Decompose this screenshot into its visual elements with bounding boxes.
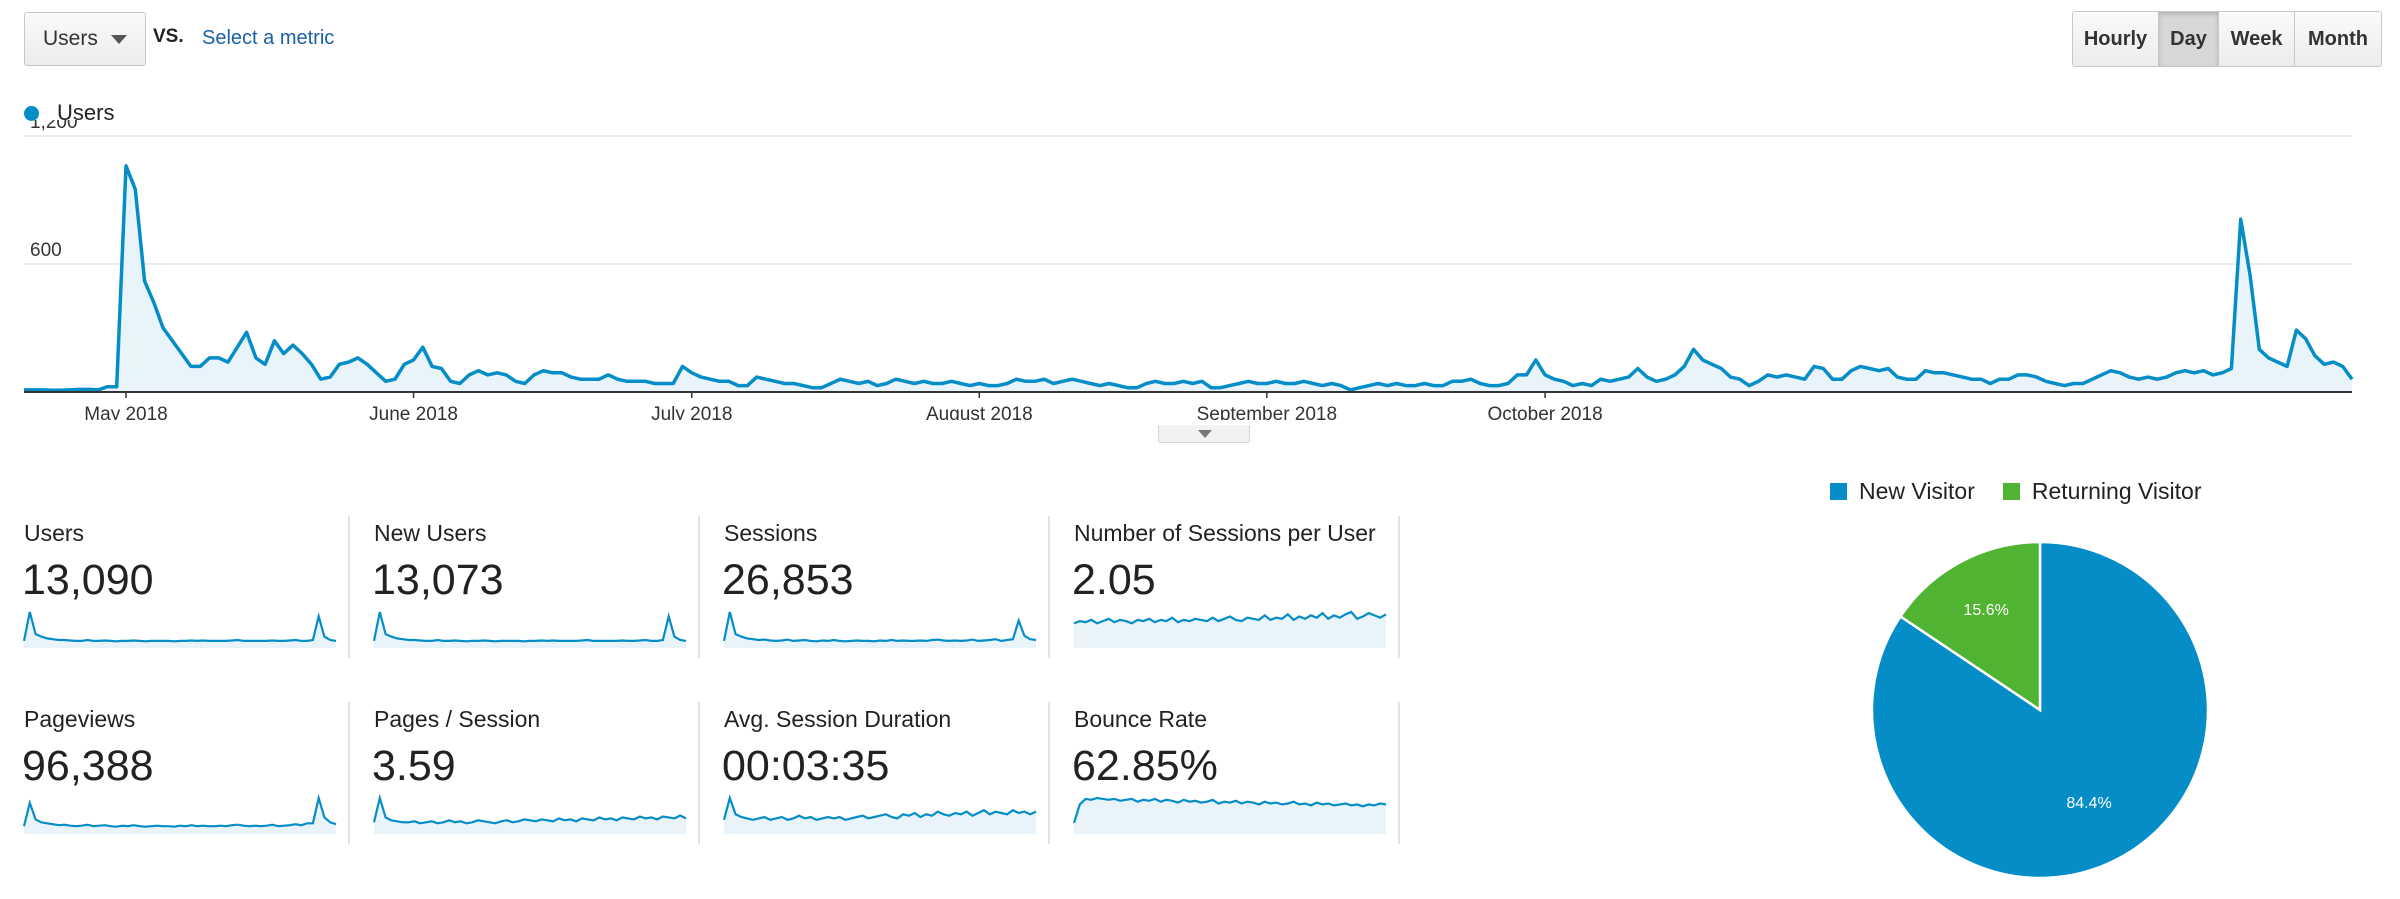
sparkline-line bbox=[22, 794, 337, 828]
divider bbox=[348, 516, 350, 658]
caret-down-icon bbox=[1198, 430, 1212, 438]
pie-legend-label: Returning Visitor bbox=[2031, 478, 2202, 504]
x-tick-label: October 2018 bbox=[1488, 404, 1603, 420]
scorecard-label: Bounce Rate bbox=[1074, 706, 1207, 732]
users-series-line bbox=[24, 164, 2354, 393]
sparkline bbox=[372, 611, 687, 648]
visitor-type-pie-chart: 84.4% 15.6% bbox=[1870, 540, 2210, 880]
time-granularity-group: Hourly Day Week Month bbox=[2072, 11, 2382, 67]
chart-expand-handle[interactable] bbox=[1158, 425, 1250, 443]
sparkline bbox=[22, 794, 337, 834]
pie-slice-returning-visitor[interactable] bbox=[1898, 540, 2042, 713]
sparkline-area bbox=[1074, 798, 1386, 834]
select-metric-link[interactable]: Select a metric bbox=[202, 27, 335, 49]
scorecard-new-users[interactable]: New Users 13,073 bbox=[350, 516, 700, 658]
scorecard-users[interactable]: Users 13,090 bbox=[0, 516, 350, 658]
sparkline bbox=[722, 611, 1037, 648]
y-tick-label: 600 bbox=[30, 240, 62, 261]
day-button[interactable]: Day bbox=[2159, 12, 2219, 66]
scorecard-label: New Users bbox=[374, 520, 487, 546]
scorecard-value: 26,853 bbox=[722, 556, 854, 604]
users-series-dot-icon bbox=[24, 105, 39, 121]
x-tick-label: June 2018 bbox=[369, 404, 458, 420]
scorecard-value: 13,073 bbox=[372, 556, 504, 604]
sparkline-line bbox=[372, 611, 687, 643]
scorecard-pages-per-session[interactable]: Pages / Session 3.59 bbox=[350, 702, 700, 844]
metric-dropdown-label: Users bbox=[43, 27, 98, 50]
sparkline-line bbox=[1073, 610, 1387, 625]
divider bbox=[698, 702, 700, 844]
sparkline-line bbox=[722, 611, 1037, 643]
scorecard-value: 13,090 bbox=[22, 556, 154, 604]
scorecard-value: 2.05 bbox=[1072, 556, 1156, 604]
divider bbox=[348, 702, 350, 844]
sparkline-area bbox=[24, 798, 336, 834]
sparkline bbox=[372, 794, 687, 834]
sparkline-line bbox=[1072, 796, 1387, 824]
pie-legend-label: New Visitor bbox=[1859, 478, 1975, 504]
hourly-button[interactable]: Hourly bbox=[2073, 12, 2159, 66]
scorecard-avg-session-duration[interactable]: Avg. Session Duration 00:03:35 bbox=[700, 702, 1050, 844]
sparkline-area bbox=[24, 612, 336, 648]
sparkline bbox=[722, 794, 1037, 834]
month-button[interactable]: Month bbox=[2295, 12, 2381, 66]
pie-slice-label: 84.4% bbox=[2066, 795, 2111, 812]
scorecard-value: 00:03:35 bbox=[722, 742, 890, 790]
pie-legend-new-visitor[interactable]: New Visitor bbox=[1830, 478, 1975, 505]
sparkline-line bbox=[722, 794, 1037, 821]
sparkline-area bbox=[374, 798, 686, 834]
week-button[interactable]: Week bbox=[2219, 12, 2295, 66]
pie-slice-label: 15.6% bbox=[1964, 602, 2009, 619]
divider bbox=[1048, 516, 1050, 658]
x-tick-label: August 2018 bbox=[926, 404, 1033, 420]
scorecard-label: Avg. Session Duration bbox=[724, 706, 952, 732]
scorecard-sessions-per-user[interactable]: Number of Sessions per User 2.05 bbox=[1050, 516, 1400, 658]
sparkline bbox=[1072, 796, 1387, 834]
sparkline-area bbox=[374, 612, 686, 648]
scorecard-label: Sessions bbox=[724, 520, 818, 546]
divider bbox=[698, 516, 700, 658]
y-tick-label: 1,200 bbox=[30, 120, 78, 133]
divider bbox=[1398, 516, 1400, 658]
metric-dropdown[interactable]: Users bbox=[24, 12, 146, 66]
scorecard-value: 3.59 bbox=[372, 742, 456, 790]
scorecard-value: 62.85% bbox=[1072, 742, 1218, 790]
chevron-down-icon bbox=[111, 35, 127, 44]
divider bbox=[1398, 702, 1400, 844]
sparkline-line bbox=[372, 794, 687, 825]
pie-legend: New Visitor Returning Visitor bbox=[1830, 478, 2230, 505]
scorecard-label: Users bbox=[24, 520, 85, 546]
x-tick-label: May 2018 bbox=[84, 404, 167, 420]
users-area-fill bbox=[24, 165, 2352, 392]
scorecard-value: 96,388 bbox=[22, 742, 154, 790]
sparkline bbox=[22, 611, 337, 648]
sparkline-area bbox=[724, 612, 1036, 648]
scorecard-label: Pages / Session bbox=[374, 706, 541, 732]
returning-visitor-swatch-icon bbox=[2002, 483, 2020, 500]
divider bbox=[1048, 702, 1050, 844]
scorecard-label: Pageviews bbox=[24, 706, 136, 732]
scorecard-sessions[interactable]: Sessions 26,853 bbox=[700, 516, 1050, 658]
chart-legend: Users bbox=[24, 100, 114, 126]
sparkline-line bbox=[22, 611, 337, 643]
vs-label: VS. bbox=[153, 26, 184, 47]
x-tick-label: July 2018 bbox=[651, 404, 732, 420]
scorecard-bounce-rate[interactable]: Bounce Rate 62.85% bbox=[1050, 702, 1400, 844]
users-over-time-chart: 1,200 600 May 2018 June 2018 July 2018 August… bbox=[24, 120, 2354, 420]
new-visitor-swatch-icon bbox=[1830, 483, 1847, 500]
legend-users-label: Users bbox=[57, 100, 115, 125]
x-tick-label: September 2018 bbox=[1197, 404, 1338, 420]
scorecard-label: Number of Sessions per User bbox=[1074, 520, 1376, 546]
scorecard-pageviews[interactable]: Pageviews 96,388 bbox=[0, 702, 350, 844]
pie-legend-returning-visitor[interactable]: Returning Visitor bbox=[2002, 478, 2202, 505]
sparkline bbox=[1073, 610, 1387, 648]
